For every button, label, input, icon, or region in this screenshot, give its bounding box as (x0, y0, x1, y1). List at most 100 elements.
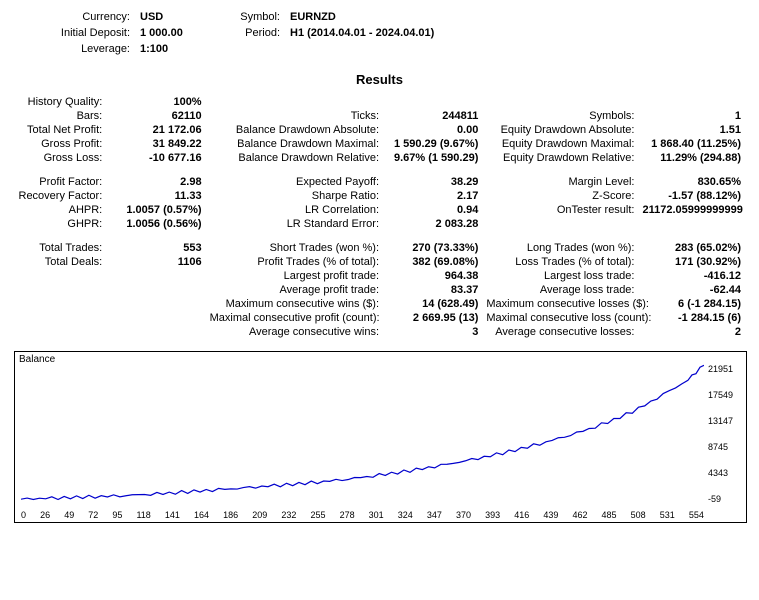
stat-label: LR Correlation: (206, 203, 383, 217)
stat-value: 11.33 (106, 189, 205, 203)
stat-value: 11.29% (294.88) (638, 151, 745, 165)
x-tick: 186 (223, 510, 238, 520)
stat-label: Equity Drawdown Relative: (482, 151, 638, 165)
stat-label: Maximal consecutive profit (count): (206, 311, 383, 325)
stat-label (14, 283, 106, 297)
stat-value: 1.51 (638, 123, 745, 137)
x-tick: 95 (112, 510, 122, 520)
stat-label (14, 297, 106, 311)
x-tick: 439 (543, 510, 558, 520)
results-grid: History Quality:100%Bars:62110Ticks:2448… (14, 95, 745, 339)
leverage-label: Leverage: (16, 42, 134, 56)
stat-label: Average consecutive losses: (482, 325, 638, 339)
stat-value: 62110 (106, 109, 205, 123)
x-tick: 347 (427, 510, 442, 520)
stat-label: Gross Loss: (14, 151, 106, 165)
stat-label: Profit Trades (% of total): (206, 255, 383, 269)
stat-value: 553 (106, 241, 205, 255)
stat-value: 6 (-1 284.15) (638, 297, 745, 311)
stat-label: Bars: (14, 109, 106, 123)
x-tick: 141 (165, 510, 180, 520)
stat-label: Balance Drawdown Relative: (206, 151, 383, 165)
x-tick: 49 (64, 510, 74, 520)
deposit-label: Initial Deposit: (16, 26, 134, 40)
stat-value: 830.65% (638, 175, 745, 189)
stat-label (482, 95, 638, 109)
stat-value (638, 217, 745, 231)
stat-value: 1.0056 (0.56%) (106, 217, 205, 231)
stat-value: 3 (383, 325, 482, 339)
leverage-value: 1:100 (136, 42, 214, 56)
stat-label (14, 269, 106, 283)
x-tick: 531 (660, 510, 675, 520)
stat-label (14, 311, 106, 325)
chart-plot (21, 364, 704, 506)
stat-label: Ticks: (206, 109, 383, 123)
y-tick: -59 (708, 494, 744, 504)
stat-label: Average profit trade: (206, 283, 383, 297)
stat-value (383, 95, 482, 109)
stat-label: AHPR: (14, 203, 106, 217)
x-tick: 26 (40, 510, 50, 520)
stat-value: -1 284.15 (6) (638, 311, 745, 325)
x-tick: 209 (252, 510, 267, 520)
stat-value: 964.38 (383, 269, 482, 283)
x-tick: 255 (310, 510, 325, 520)
stat-value: 2 669.95 (13) (383, 311, 482, 325)
stat-label: Average loss trade: (482, 283, 638, 297)
stat-label: GHPR: (14, 217, 106, 231)
stat-label: Total Net Profit: (14, 123, 106, 137)
x-tick: 554 (689, 510, 704, 520)
stat-value: 2 083.28 (383, 217, 482, 231)
stat-value: 1 590.29 (9.67%) (383, 137, 482, 151)
period-label: Period: (216, 26, 284, 40)
chart-y-axis: 21951175491314787454343-59 (708, 364, 744, 504)
stat-value (106, 283, 205, 297)
stat-value (106, 297, 205, 311)
stat-label: Largest profit trade: (206, 269, 383, 283)
stat-value: 171 (30.92%) (638, 255, 745, 269)
stat-label: Total Trades: (14, 241, 106, 255)
x-tick: 232 (281, 510, 296, 520)
stat-value: 83.37 (383, 283, 482, 297)
stat-value (638, 95, 745, 109)
stat-value: 382 (69.08%) (383, 255, 482, 269)
chart-x-axis: 0264972951181411641862092322552783013243… (21, 510, 704, 520)
stat-value: 270 (73.33%) (383, 241, 482, 255)
stat-label: Long Trades (won %): (482, 241, 638, 255)
x-tick: 462 (572, 510, 587, 520)
stat-value (106, 311, 205, 325)
stat-value: 38.29 (383, 175, 482, 189)
x-tick: 164 (194, 510, 209, 520)
stat-value: 100% (106, 95, 205, 109)
x-tick: 416 (514, 510, 529, 520)
stat-value: -1.57 (88.12%) (638, 189, 745, 203)
stat-value: 1 (638, 109, 745, 123)
stat-label: Symbols: (482, 109, 638, 123)
symbol-label: Symbol: (216, 10, 284, 24)
stat-value: -416.12 (638, 269, 745, 283)
stat-label: Balance Drawdown Maximal: (206, 137, 383, 151)
stat-value: 2.17 (383, 189, 482, 203)
x-tick: 393 (485, 510, 500, 520)
stat-label: Sharpe Ratio: (206, 189, 383, 203)
stat-label: Maximal consecutive loss (count): (482, 311, 638, 325)
stat-value: 9.67% (1 590.29) (383, 151, 482, 165)
symbol-value: EURNZD (286, 10, 743, 24)
stat-label: OnTester result: (482, 203, 638, 217)
stat-label: Gross Profit: (14, 137, 106, 151)
stat-label: Maximum consecutive wins ($): (206, 297, 383, 311)
x-tick: 508 (631, 510, 646, 520)
y-tick: 4343 (708, 468, 744, 478)
stat-label: Expected Payoff: (206, 175, 383, 189)
x-tick: 278 (340, 510, 355, 520)
x-tick: 0 (21, 510, 26, 520)
stat-value: 0.00 (383, 123, 482, 137)
balance-chart: Balance 21951175491314787454343-59 02649… (14, 351, 747, 523)
stat-label: Z-Score: (482, 189, 638, 203)
x-tick: 485 (602, 510, 617, 520)
currency-label: Currency: (16, 10, 134, 24)
x-tick: 324 (398, 510, 413, 520)
stat-label: Largest loss trade: (482, 269, 638, 283)
stat-value: -62.44 (638, 283, 745, 297)
